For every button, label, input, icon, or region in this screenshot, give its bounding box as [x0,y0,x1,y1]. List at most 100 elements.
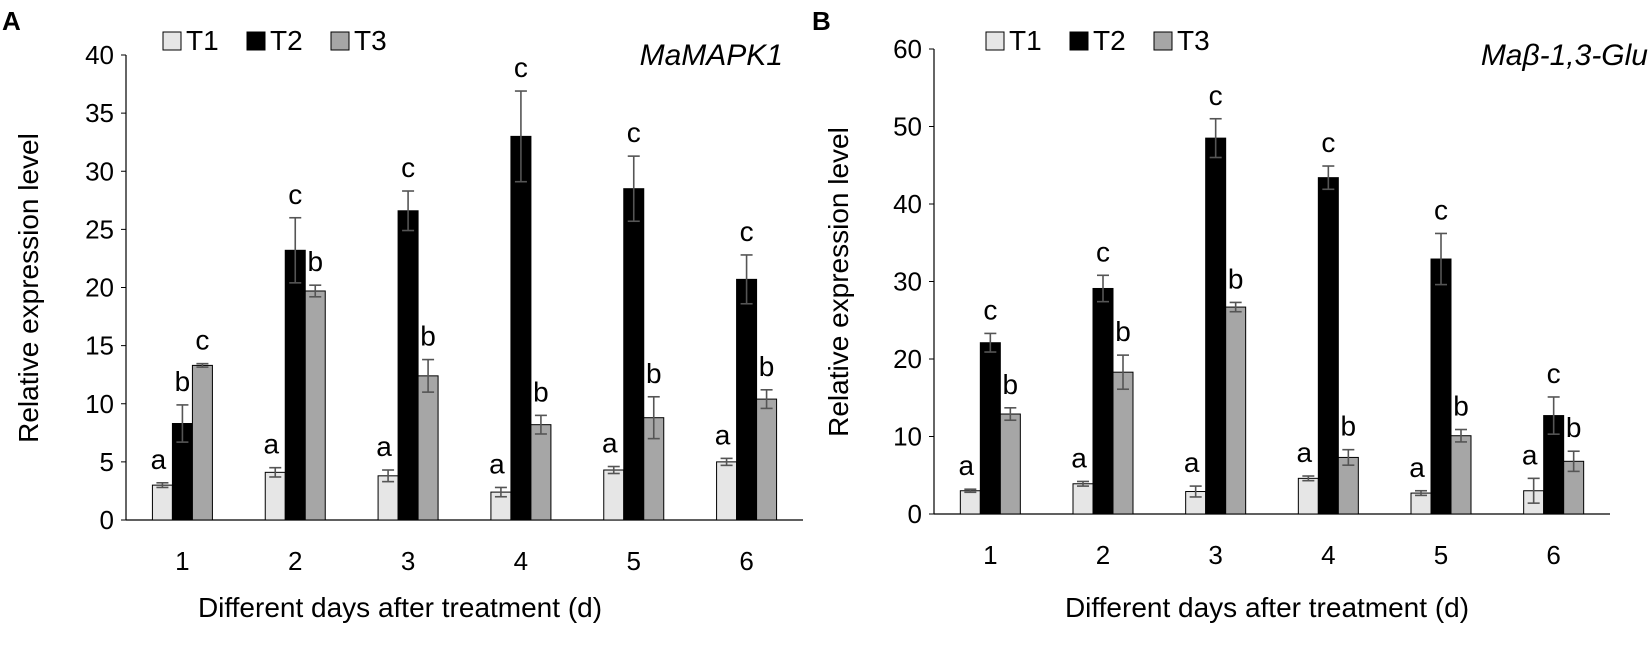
x-axis-label: Different days after treatment (d) [198,592,602,623]
bar-t3 [756,398,778,521]
y-tick-label: 20 [893,344,922,374]
bar-t2 [397,210,419,521]
significance-letter: a [263,429,279,460]
bar-t1 [1410,492,1432,515]
bar-t1 [264,471,286,521]
significance-letter: b [533,376,549,407]
legend-label-t1: T1 [186,25,219,56]
significance-letter: b [175,366,191,397]
significance-letter: a [1522,439,1538,470]
significance-letter: c [401,152,415,183]
significance-letter: a [489,448,505,479]
x-tick-label: 6 [739,546,753,576]
significance-letter: c [288,179,302,210]
bar-t3 [999,413,1021,515]
y-tick-label: 5 [100,447,114,477]
bar-t2 [623,188,645,521]
x-tick-label: 2 [1096,540,1110,570]
bar-t2 [1317,177,1339,515]
bar-t3 [304,290,326,521]
y-tick-label: 15 [85,331,114,361]
bar-t2 [1430,258,1452,515]
y-tick-label: 35 [85,98,114,128]
x-tick-label: 5 [1434,540,1448,570]
bar-t3 [191,364,213,521]
y-tick-label: 10 [85,389,114,419]
significance-letter: b [759,351,775,382]
bar-t2 [736,278,758,521]
significance-letter: c [1321,127,1335,158]
chart-title: Maβ-1,3-Glu [1481,39,1648,72]
legend-swatch-t3 [1153,31,1173,51]
y-tick-label: 10 [893,422,922,452]
significance-letter: b [1115,316,1131,347]
significance-letter: b [307,246,323,277]
significance-letter: a [1409,452,1425,483]
y-tick-label: 30 [893,267,922,297]
bar-t1 [716,461,738,521]
chart-panel-b: B Maβ-1,3-Glu 0 10 20 30 40 50 60 Relative expres… [812,6,1648,623]
x-tick-label: 1 [983,540,997,570]
y-axis-label: Relative expression level [823,127,854,437]
significance-letter: a [602,428,618,459]
significance-letter: a [151,444,167,475]
bar-t3 [1450,435,1472,515]
legend-swatch-t3 [330,31,350,51]
x-tick-label: 2 [288,546,302,576]
legend-label-t1: T1 [1009,25,1042,56]
bar-t1 [1072,483,1094,515]
y-tick-label: 25 [85,214,114,244]
significance-letter: c [1096,236,1110,267]
significance-letter: c [195,325,209,356]
bar-t2 [284,249,306,521]
significance-letter: a [376,431,392,462]
significance-letter: a [1184,447,1200,478]
legend-label-t2: T2 [1093,25,1126,56]
significance-letter: c [1434,194,1448,225]
significance-letter: a [1297,437,1313,468]
x-tick-label: 5 [627,546,641,576]
panel-label: A [2,6,21,36]
bar-t2 [510,135,532,521]
x-tick-label: 1 [175,546,189,576]
significance-letter: c [740,216,754,247]
bar-t1 [603,469,625,521]
panel-label: B [812,6,831,36]
bar-t2 [1205,137,1227,515]
significance-letter: a [715,419,731,450]
bar-t1 [959,490,981,515]
y-tick-label: 20 [85,273,114,303]
y-tick-label: 50 [893,112,922,142]
legend-swatch-t1 [162,31,182,51]
significance-letter: b [1453,391,1469,422]
significance-letter: b [646,358,662,389]
legend-label-t2: T2 [270,25,303,56]
significance-letter: b [420,321,436,352]
significance-letter: b [1341,411,1357,442]
legend-label-t3: T3 [354,25,387,56]
bar-t3 [1225,306,1247,515]
significance-letter: a [959,450,975,481]
legend-swatch-t1 [985,31,1005,51]
x-tick-label: 3 [401,546,415,576]
bar-t1 [151,484,173,521]
bar-t3 [417,375,439,521]
bar-t3 [530,424,552,521]
chart-title: MaMAPK1 [640,39,783,72]
y-tick-label: 60 [893,34,922,64]
significance-letter: c [627,117,641,148]
x-tick-label: 4 [1321,540,1335,570]
y-tick-label: 30 [85,156,114,186]
significance-letter: b [1566,412,1582,443]
x-tick-label: 4 [514,546,528,576]
significance-letter: c [1547,358,1561,389]
significance-letter: b [1003,369,1019,400]
bar-t3 [1112,371,1134,515]
y-tick-label: 0 [908,499,922,529]
significance-letter: a [1071,442,1087,473]
significance-letter: c [514,52,528,83]
legend-swatch-t2 [1069,31,1089,51]
y-tick-label: 0 [100,505,114,535]
